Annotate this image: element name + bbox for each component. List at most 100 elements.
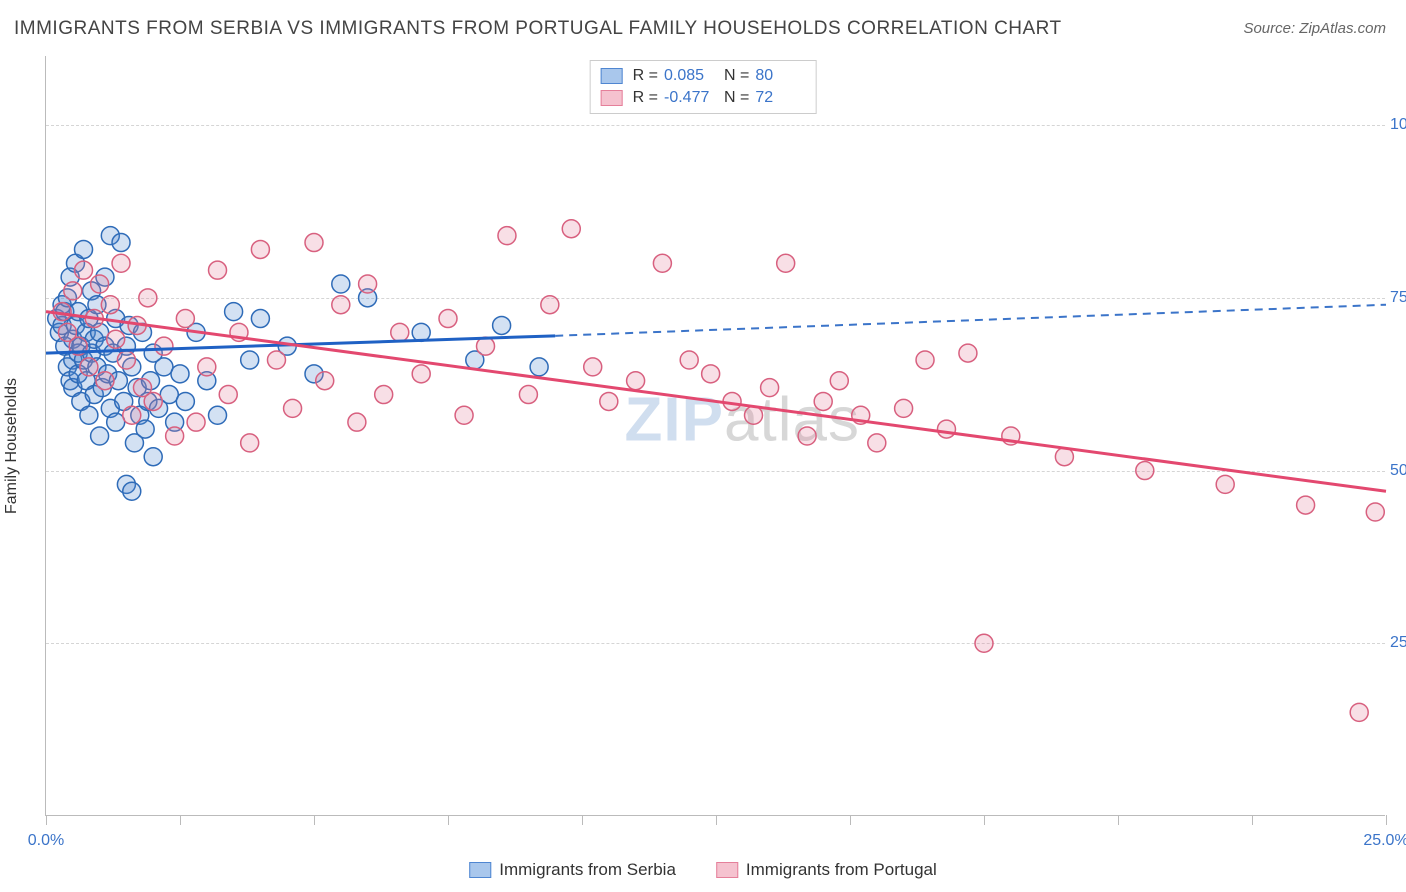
xtick bbox=[46, 815, 47, 825]
scatter-point bbox=[745, 406, 763, 424]
scatter-point bbox=[209, 406, 227, 424]
scatter-point bbox=[916, 351, 934, 369]
scatter-point bbox=[284, 399, 302, 417]
legend-label-serbia: Immigrants from Serbia bbox=[499, 860, 676, 880]
r-stat-serbia: R =0.085 bbox=[633, 67, 714, 85]
chart-container: IMMIGRANTS FROM SERBIA VS IMMIGRANTS FRO… bbox=[0, 0, 1406, 892]
scatter-point bbox=[80, 406, 98, 424]
scatter-point bbox=[680, 351, 698, 369]
scatter-point bbox=[91, 275, 109, 293]
scatter-point bbox=[1350, 703, 1368, 721]
scatter-point bbox=[653, 254, 671, 272]
scatter-point bbox=[305, 234, 323, 252]
y-axis-label: Family Households bbox=[3, 378, 21, 514]
scatter-point bbox=[155, 337, 173, 355]
ytick-label: 50.0% bbox=[1390, 462, 1406, 480]
scatter-point bbox=[176, 392, 194, 410]
scatter-point bbox=[627, 372, 645, 390]
scatter-point bbox=[241, 434, 259, 452]
scatter-point bbox=[541, 296, 559, 314]
scatter-point bbox=[144, 392, 162, 410]
scatter-point bbox=[562, 220, 580, 238]
xtick bbox=[716, 815, 717, 825]
series-legend: Immigrants from Serbia Immigrants from P… bbox=[469, 860, 937, 880]
scatter-point bbox=[316, 372, 334, 390]
plot-area: ZIPatlas 25.0%50.0%75.0%100.0%0.0%25.0% bbox=[45, 56, 1385, 816]
scatter-point bbox=[267, 351, 285, 369]
scatter-point bbox=[112, 234, 130, 252]
scatter-point bbox=[959, 344, 977, 362]
legend-item-portugal: Immigrants from Portugal bbox=[716, 860, 937, 880]
scatter-point bbox=[1366, 503, 1384, 521]
scatter-point bbox=[75, 261, 93, 279]
scatter-point bbox=[136, 420, 154, 438]
scatter-point bbox=[332, 275, 350, 293]
swatch-portugal bbox=[601, 90, 623, 106]
xtick bbox=[314, 815, 315, 825]
scatter-point bbox=[439, 310, 457, 328]
scatter-point bbox=[1136, 462, 1154, 480]
xtick-label: 0.0% bbox=[28, 832, 64, 850]
scatter-point bbox=[75, 240, 93, 258]
scatter-point bbox=[107, 413, 125, 431]
scatter-point bbox=[123, 406, 141, 424]
plot-svg bbox=[46, 56, 1385, 815]
chart-title: IMMIGRANTS FROM SERBIA VS IMMIGRANTS FRO… bbox=[14, 18, 1062, 40]
scatter-point bbox=[359, 275, 377, 293]
scatter-point bbox=[455, 406, 473, 424]
scatter-point bbox=[64, 282, 82, 300]
xtick bbox=[1252, 815, 1253, 825]
scatter-point bbox=[209, 261, 227, 279]
scatter-point bbox=[798, 427, 816, 445]
scatter-point bbox=[117, 351, 135, 369]
scatter-point bbox=[777, 254, 795, 272]
scatter-point bbox=[112, 254, 130, 272]
scatter-point bbox=[176, 310, 194, 328]
n-stat-serbia: N =80 bbox=[724, 67, 805, 85]
xtick bbox=[1386, 815, 1387, 825]
scatter-point bbox=[830, 372, 848, 390]
scatter-point bbox=[1297, 496, 1315, 514]
legend-item-serbia: Immigrants from Serbia bbox=[469, 860, 676, 880]
scatter-point bbox=[251, 240, 269, 258]
swatch-serbia bbox=[601, 68, 623, 84]
scatter-point bbox=[391, 323, 409, 341]
scatter-point bbox=[937, 420, 955, 438]
trend-line-extrapolated bbox=[555, 305, 1386, 336]
xtick bbox=[984, 815, 985, 825]
xtick bbox=[850, 815, 851, 825]
xtick bbox=[180, 815, 181, 825]
swatch-serbia-bottom bbox=[469, 862, 491, 878]
scatter-point bbox=[198, 358, 216, 376]
scatter-point bbox=[493, 316, 511, 334]
scatter-point bbox=[814, 392, 832, 410]
scatter-point bbox=[761, 379, 779, 397]
scatter-point bbox=[348, 413, 366, 431]
swatch-portugal-bottom bbox=[716, 862, 738, 878]
scatter-point bbox=[412, 365, 430, 383]
scatter-point bbox=[96, 372, 114, 390]
scatter-point bbox=[868, 434, 886, 452]
scatter-point bbox=[166, 427, 184, 445]
legend-label-portugal: Immigrants from Portugal bbox=[746, 860, 937, 880]
ytick-label: 25.0% bbox=[1390, 634, 1406, 652]
scatter-point bbox=[498, 227, 516, 245]
xtick bbox=[448, 815, 449, 825]
scatter-point bbox=[332, 296, 350, 314]
scatter-point bbox=[375, 386, 393, 404]
legend-row-serbia: R =0.085 N =80 bbox=[601, 65, 806, 87]
scatter-point bbox=[519, 386, 537, 404]
scatter-point bbox=[123, 482, 141, 500]
scatter-point bbox=[584, 358, 602, 376]
scatter-point bbox=[160, 386, 178, 404]
trend-line bbox=[46, 312, 1386, 492]
scatter-point bbox=[241, 351, 259, 369]
scatter-point bbox=[139, 289, 157, 307]
legend-row-portugal: R =-0.477 N =72 bbox=[601, 87, 806, 109]
scatter-point bbox=[702, 365, 720, 383]
scatter-point bbox=[101, 296, 119, 314]
scatter-point bbox=[219, 386, 237, 404]
ytick-label: 75.0% bbox=[1390, 289, 1406, 307]
scatter-point bbox=[155, 358, 173, 376]
scatter-point bbox=[600, 392, 618, 410]
